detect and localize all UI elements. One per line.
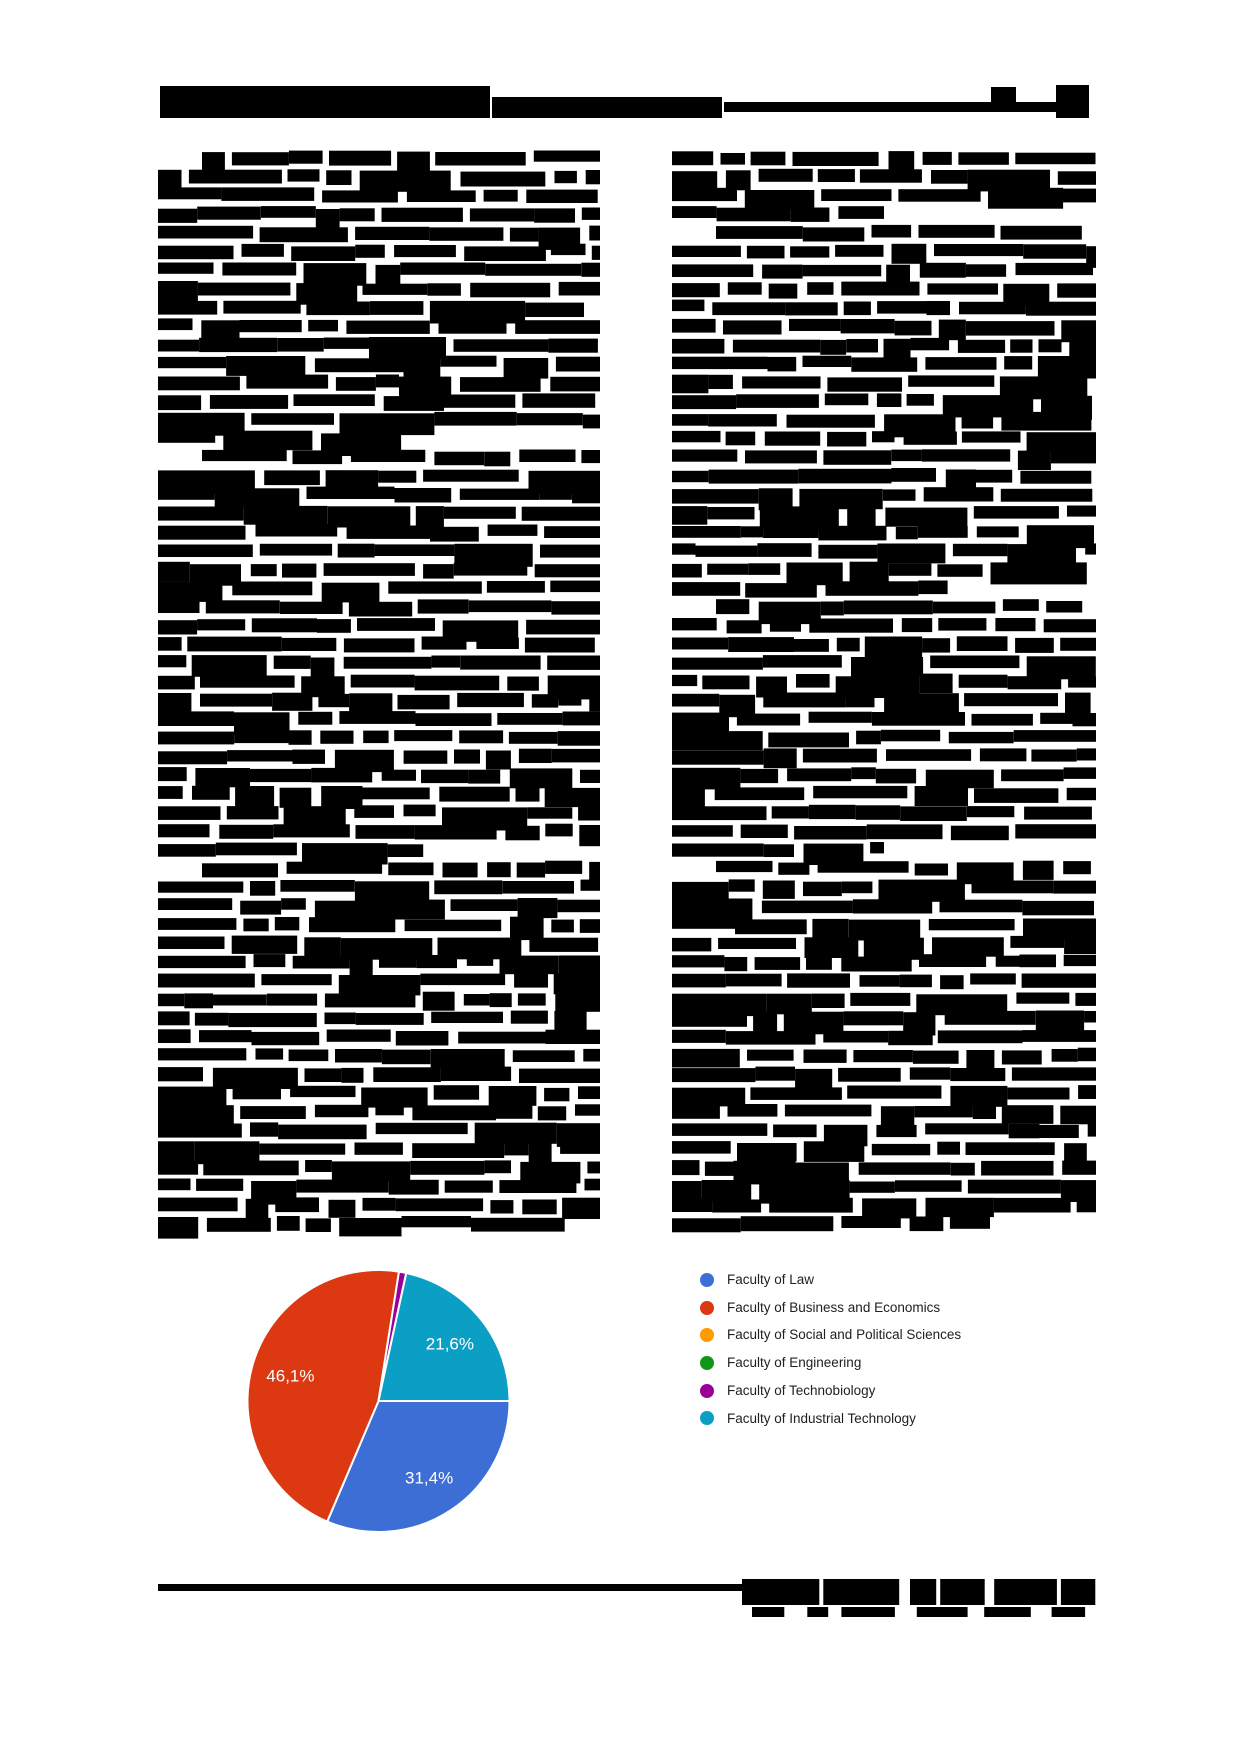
legend-item-label: Faculty of Social and Political Sciences <box>727 1327 962 1343</box>
legend-item: Faculty of Technobiology <box>700 1377 961 1405</box>
legend-color-dot <box>700 1300 714 1315</box>
legend-item-label: Faculty of Technobiology <box>727 1382 876 1398</box>
legend-item: Faculty of Law <box>700 1266 961 1294</box>
pie-chart: 31,4% 46,1% 21,6% <box>246 1269 511 1533</box>
legend-item-label: Faculty of Engineering <box>727 1355 862 1371</box>
pie-slice-faculty-of-law <box>326 1400 511 1533</box>
legend-color-dot <box>700 1328 714 1343</box>
legend-item-label: Faculty of Industrial Technology <box>727 1410 916 1426</box>
legend-item: Faculty of Engineering <box>700 1349 961 1377</box>
pie-slice-faculty-of-business-and-economics <box>246 1269 400 1523</box>
legend-item-label: Faculty of Law <box>727 1272 815 1288</box>
pie-slice-label: 21,6% <box>426 1334 474 1353</box>
chart-legend: Faculty of Law Faculty of Business and Ec… <box>700 1266 961 1432</box>
legend-color-dot <box>700 1411 714 1426</box>
pie-slice-faculty-of-industrial-technology <box>377 1271 511 1402</box>
pie-slice-label: 46,1% <box>266 1367 314 1386</box>
legend-color-dot <box>700 1383 714 1398</box>
legend-item-label: Faculty of Business and Economics <box>727 1299 941 1315</box>
legend-item: Faculty of Business and Economics <box>700 1294 961 1322</box>
pie-slice-label: 31,4% <box>405 1469 453 1488</box>
legend-item: Faculty of Industrial Technology <box>700 1404 961 1432</box>
legend-color-dot <box>700 1272 714 1287</box>
legend-color-dot <box>700 1355 714 1370</box>
legend-item: Faculty of Social and Political Sciences <box>700 1321 961 1349</box>
